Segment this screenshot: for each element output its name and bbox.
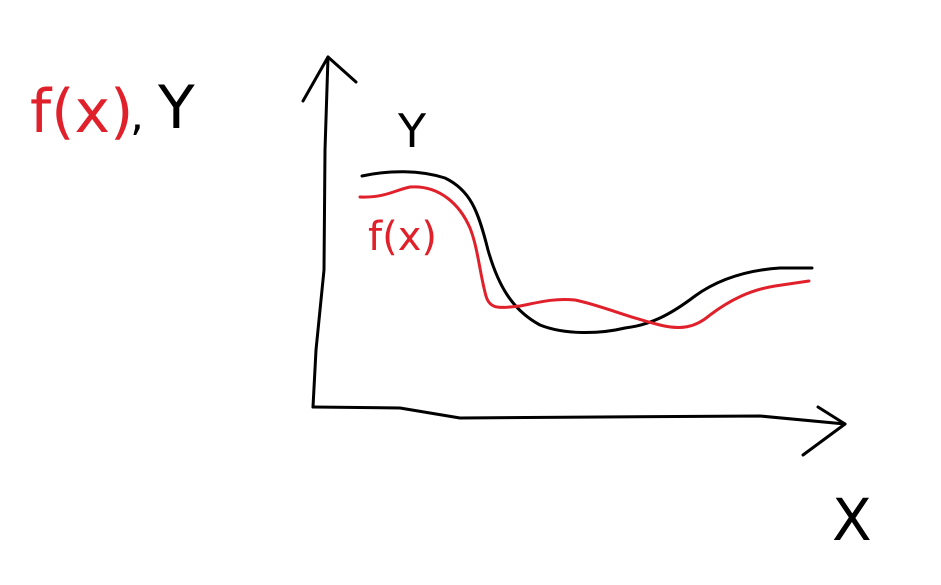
x-axis-arrowhead <box>801 405 847 457</box>
curve-y-label: Y <box>397 104 427 158</box>
curve-y <box>360 170 814 334</box>
curves: Y f(x) <box>358 104 814 334</box>
legend-red-term: f(x) <box>30 77 133 147</box>
y-axis-line <box>311 55 330 409</box>
axes: X <box>301 55 872 554</box>
legend-separator: , <box>130 90 144 141</box>
legend-black-term: Y <box>157 73 195 143</box>
x-axis-label: X <box>832 486 872 554</box>
x-axis-line <box>311 405 847 426</box>
curve-fx-label: f(x) <box>368 214 437 260</box>
legend: f(x) , Y <box>30 73 195 147</box>
curve-fx <box>358 185 811 329</box>
y-axis-arrowhead <box>301 55 358 103</box>
